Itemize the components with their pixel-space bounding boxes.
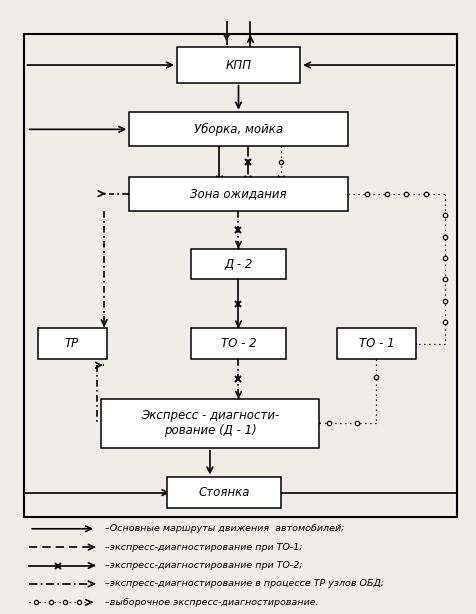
Text: Зона ожидания: Зона ожидания (190, 187, 286, 200)
Text: –экспресс-диагностирование при ТО-1;: –экспресс-диагностирование при ТО-1; (105, 543, 302, 551)
FancyBboxPatch shape (337, 328, 415, 359)
FancyBboxPatch shape (176, 47, 300, 83)
Text: –экспресс-диагностирование при ТО-2;: –экспресс-диагностирование при ТО-2; (105, 561, 302, 570)
FancyBboxPatch shape (167, 477, 281, 508)
Text: –Основные маршруты движения  автомобилей;: –Основные маршруты движения автомобилей; (105, 524, 344, 534)
FancyBboxPatch shape (129, 177, 347, 211)
FancyBboxPatch shape (100, 399, 319, 448)
FancyBboxPatch shape (129, 112, 347, 146)
Text: ТО - 2: ТО - 2 (220, 337, 256, 350)
FancyBboxPatch shape (38, 328, 106, 359)
Text: Уборка, мойка: Уборка, мойка (194, 123, 282, 136)
Text: ТР: ТР (65, 337, 79, 350)
Text: КПП: КПП (225, 58, 251, 71)
Text: ТО - 1: ТО - 1 (358, 337, 393, 350)
Text: –экспресс-диагностирование в процессе ТР узлов ОБД;: –экспресс-диагностирование в процессе ТР… (105, 580, 384, 588)
FancyBboxPatch shape (190, 249, 286, 279)
FancyBboxPatch shape (190, 328, 286, 359)
Text: Экспресс - диагности-
рование (Д - 1): Экспресс - диагности- рование (Д - 1) (140, 410, 278, 437)
Text: Стоянка: Стоянка (198, 486, 249, 499)
Text: Д - 2: Д - 2 (224, 258, 252, 271)
Text: –выборочное экспресс-диагностирование.: –выборочное экспресс-диагностирование. (105, 598, 318, 607)
